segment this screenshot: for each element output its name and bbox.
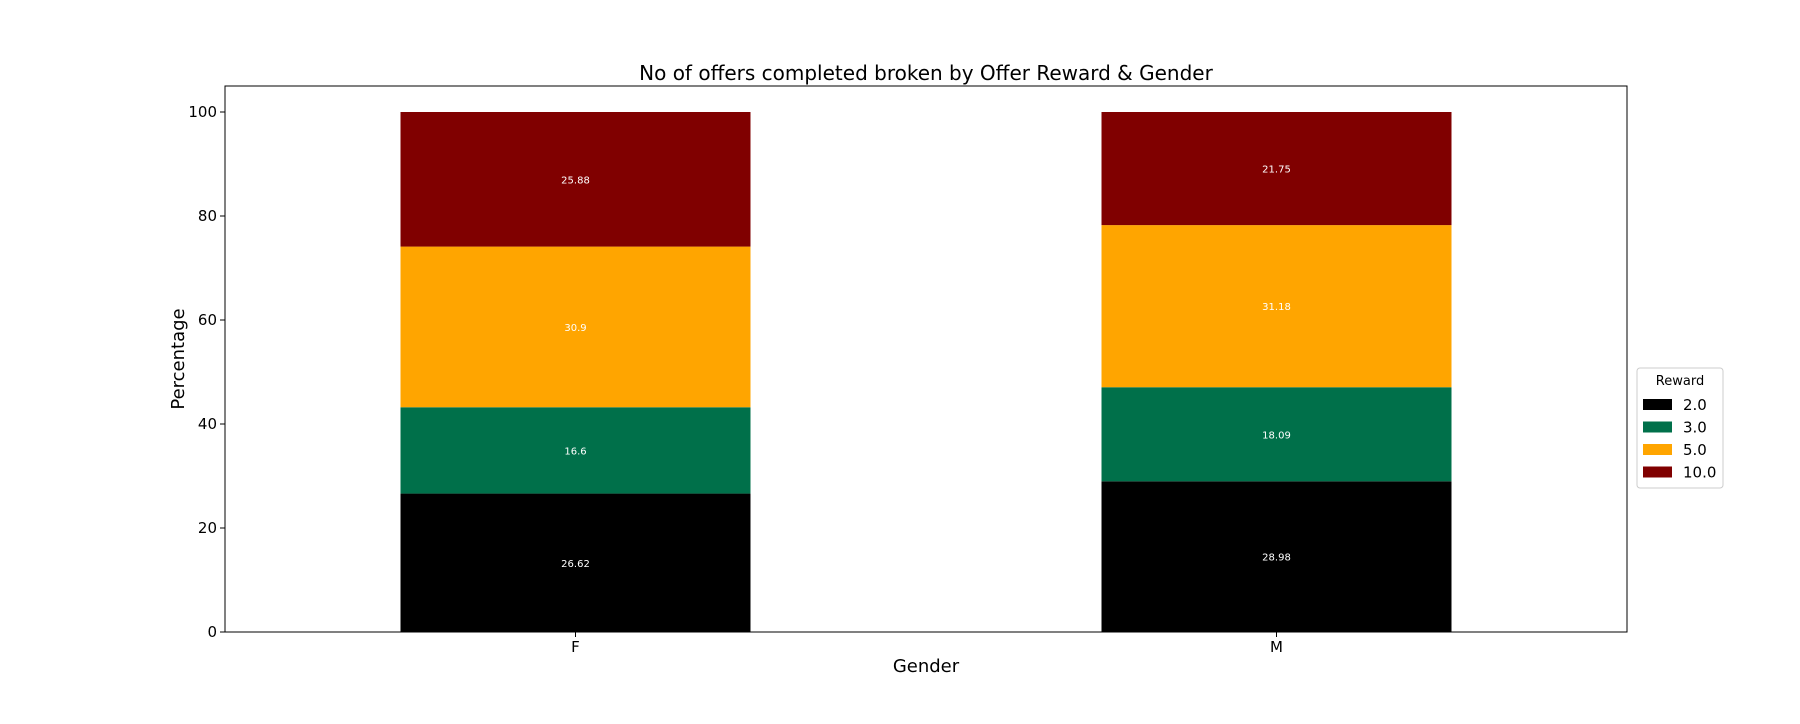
legend-label-10-0: 10.0	[1683, 464, 1716, 482]
bar-m-reward-10-0	[1101, 112, 1452, 226]
bar-f-reward-2-0	[400, 493, 751, 632]
y-tick-label-100: 100	[188, 103, 217, 121]
data-label-m-reward-3-0: 18.09	[1262, 430, 1291, 441]
legend-items: 2.0 3.0 5.0 10.0	[1643, 396, 1716, 482]
legend: Reward 2.0 3.0 5.0 10.0	[1636, 367, 1724, 489]
legend-label-2-0: 2.0	[1683, 396, 1707, 414]
y-tick-label-60: 60	[198, 311, 217, 329]
chart-title: No of offers completed broken by Offer R…	[639, 61, 1213, 85]
data-label-f-reward-5-0: 30.9	[564, 323, 586, 334]
bar-m-reward-2-0	[1101, 481, 1452, 632]
bar-m-reward-3-0	[1101, 387, 1452, 482]
bar-f-reward-5-0	[400, 246, 751, 408]
y-axis: 0 20 40 60 80 100	[188, 103, 225, 641]
y-tick-label-20: 20	[198, 519, 217, 537]
legend-swatch-10-0	[1643, 466, 1672, 478]
bar-f-reward-3-0	[400, 407, 751, 494]
x-axis-title: Gender	[893, 656, 960, 677]
legend-box	[1636, 367, 1724, 489]
y-axis-title: Percentage	[168, 308, 189, 409]
x-tick-label-m: M	[1270, 638, 1283, 656]
data-label-m-reward-5-0: 31.18	[1262, 302, 1291, 313]
data-label-m-reward-10-0: 21.75	[1262, 165, 1291, 176]
y-tick-label-40: 40	[198, 415, 217, 433]
data-label-f-reward-10-0: 25.88	[561, 175, 590, 186]
data-label-f-reward-3-0: 16.6	[564, 446, 586, 457]
data-label-m-reward-2-0: 28.98	[1262, 553, 1291, 564]
legend-swatch-2-0	[1643, 399, 1672, 410]
y-tick-label-0: 0	[207, 623, 217, 641]
data-label-f-reward-2-0: 26.62	[561, 559, 590, 570]
legend-label-5-0: 5.0	[1683, 441, 1707, 459]
legend-title: Reward	[1656, 374, 1704, 389]
data-labels-layer: 26.62 16.6 30.9 25.88 28.98 18.09 31.18 21.75	[561, 165, 1291, 570]
y-tick-label-80: 80	[198, 207, 217, 225]
bars-layer	[400, 112, 1452, 632]
plot-frame	[224, 85, 1628, 633]
legend-swatch-3-0	[1643, 421, 1672, 433]
bar-f-reward-10-0	[400, 112, 751, 247]
bar-m-reward-5-0	[1101, 225, 1452, 388]
legend-label-3-0: 3.0	[1683, 419, 1707, 437]
x-tick-label-f: F	[571, 638, 580, 656]
legend-swatch-5-0	[1643, 444, 1672, 455]
